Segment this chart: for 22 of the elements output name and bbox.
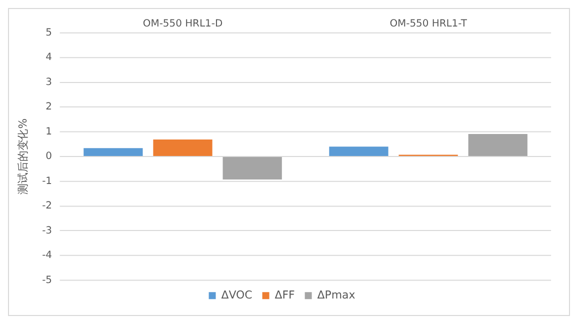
y-tick-label: 3	[46, 76, 52, 88]
x-tick-label: OM-550 HRL1-D	[142, 18, 223, 30]
y-tick-label: 2	[46, 102, 52, 113]
y-tick-label: -1	[42, 176, 52, 187]
bar	[84, 148, 143, 156]
legend-label: ΔPmax	[317, 288, 356, 302]
bar	[153, 139, 212, 156]
bar	[329, 146, 388, 156]
y-tick-label: -3	[42, 225, 52, 236]
y-axis-title: 测试后的变化%	[16, 118, 30, 195]
legend-label: ΔFF	[274, 288, 295, 302]
y-tick-label: -5	[42, 274, 52, 286]
bar	[222, 157, 282, 180]
y-tick-label: 1	[46, 126, 52, 138]
y-tick-label: -2	[42, 200, 52, 212]
y-tick-label: 4	[46, 52, 52, 64]
y-tick-label: -4	[42, 250, 52, 262]
x-tick-label: OM-550 HRL1-T	[390, 18, 468, 30]
legend-label: ΔVOC	[221, 288, 253, 302]
bar	[468, 134, 528, 156]
y-tick-label: 0	[46, 151, 52, 162]
y-tick-label: 5	[46, 27, 52, 38]
